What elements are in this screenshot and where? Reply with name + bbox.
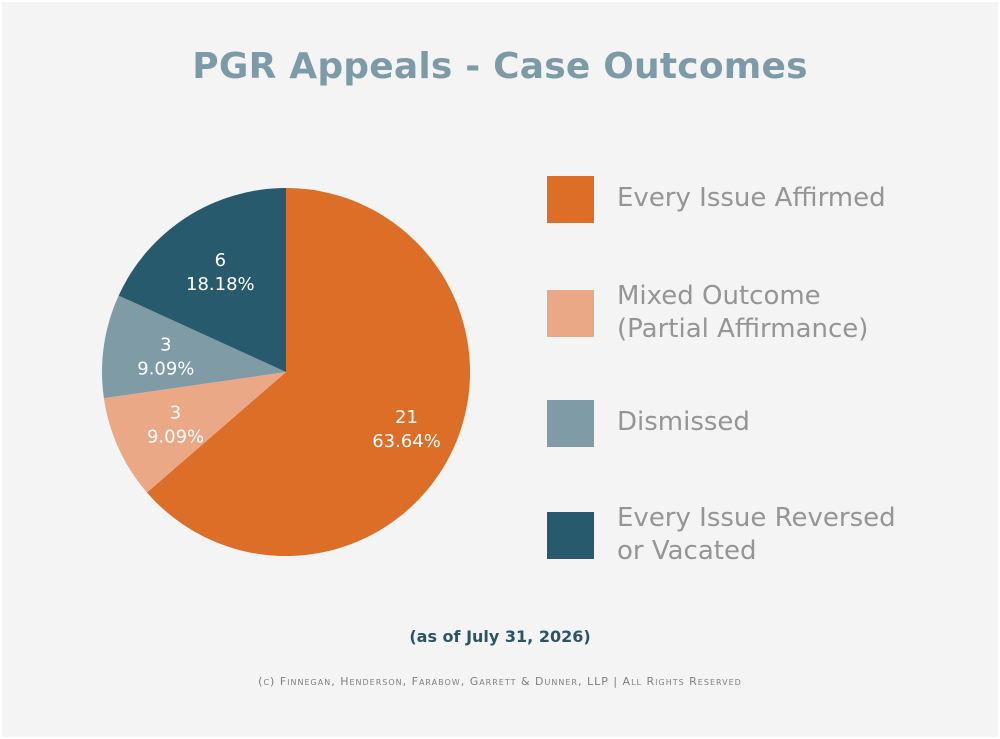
pie-slice-every-issue-affirmed xyxy=(146,188,470,557)
chart-title: PGR Appeals - Case Outcomes xyxy=(192,46,808,87)
copyright-notice: (c) Finnegan, Henderson, Farabow, Garret… xyxy=(258,675,742,688)
slice-value-label-mixed-outcome: 3 xyxy=(170,402,181,423)
legend-label-dismissed: Dismissed xyxy=(617,407,750,437)
legend-swatch-dismissed xyxy=(547,400,594,447)
pie-slice-dismissed xyxy=(101,295,286,399)
pie-chart: 21 63.64% 3 9.09% 3 9.09% 6 18.18% xyxy=(101,188,470,557)
pie-slice-every-issue-reversed xyxy=(118,188,286,372)
legend-label-affirmed: Every Issue Affirmed xyxy=(617,183,886,213)
legend-swatch-affirmed xyxy=(547,176,594,223)
as-of-date-note: (as of July 31, 2026) xyxy=(409,627,591,646)
slice-value-label-dismissed: 3 xyxy=(160,335,171,356)
legend-swatch-mixed xyxy=(547,290,594,337)
slice-value-label-every-issue-reversed: 6 xyxy=(215,250,226,271)
legend: Every Issue Affirmed Mixed Outcome (Part… xyxy=(547,2,987,602)
slice-percent-label-every-issue-affirmed: 63.64% xyxy=(372,431,441,452)
legend-label-reversed: Every Issue Reversed or Vacated xyxy=(617,503,896,566)
slice-percent-label-mixed-outcome: 9.09% xyxy=(147,426,204,447)
slice-percent-label-dismissed: 9.09% xyxy=(137,359,194,380)
slice-percent-label-every-issue-reversed: 18.18% xyxy=(186,274,255,295)
pie-slice-mixed-outcome xyxy=(103,372,286,493)
legend-swatch-reversed xyxy=(547,512,594,559)
slice-value-label-every-issue-affirmed: 21 xyxy=(395,407,418,428)
legend-label-mixed: Mixed Outcome (Partial Affirmance) xyxy=(617,281,869,344)
